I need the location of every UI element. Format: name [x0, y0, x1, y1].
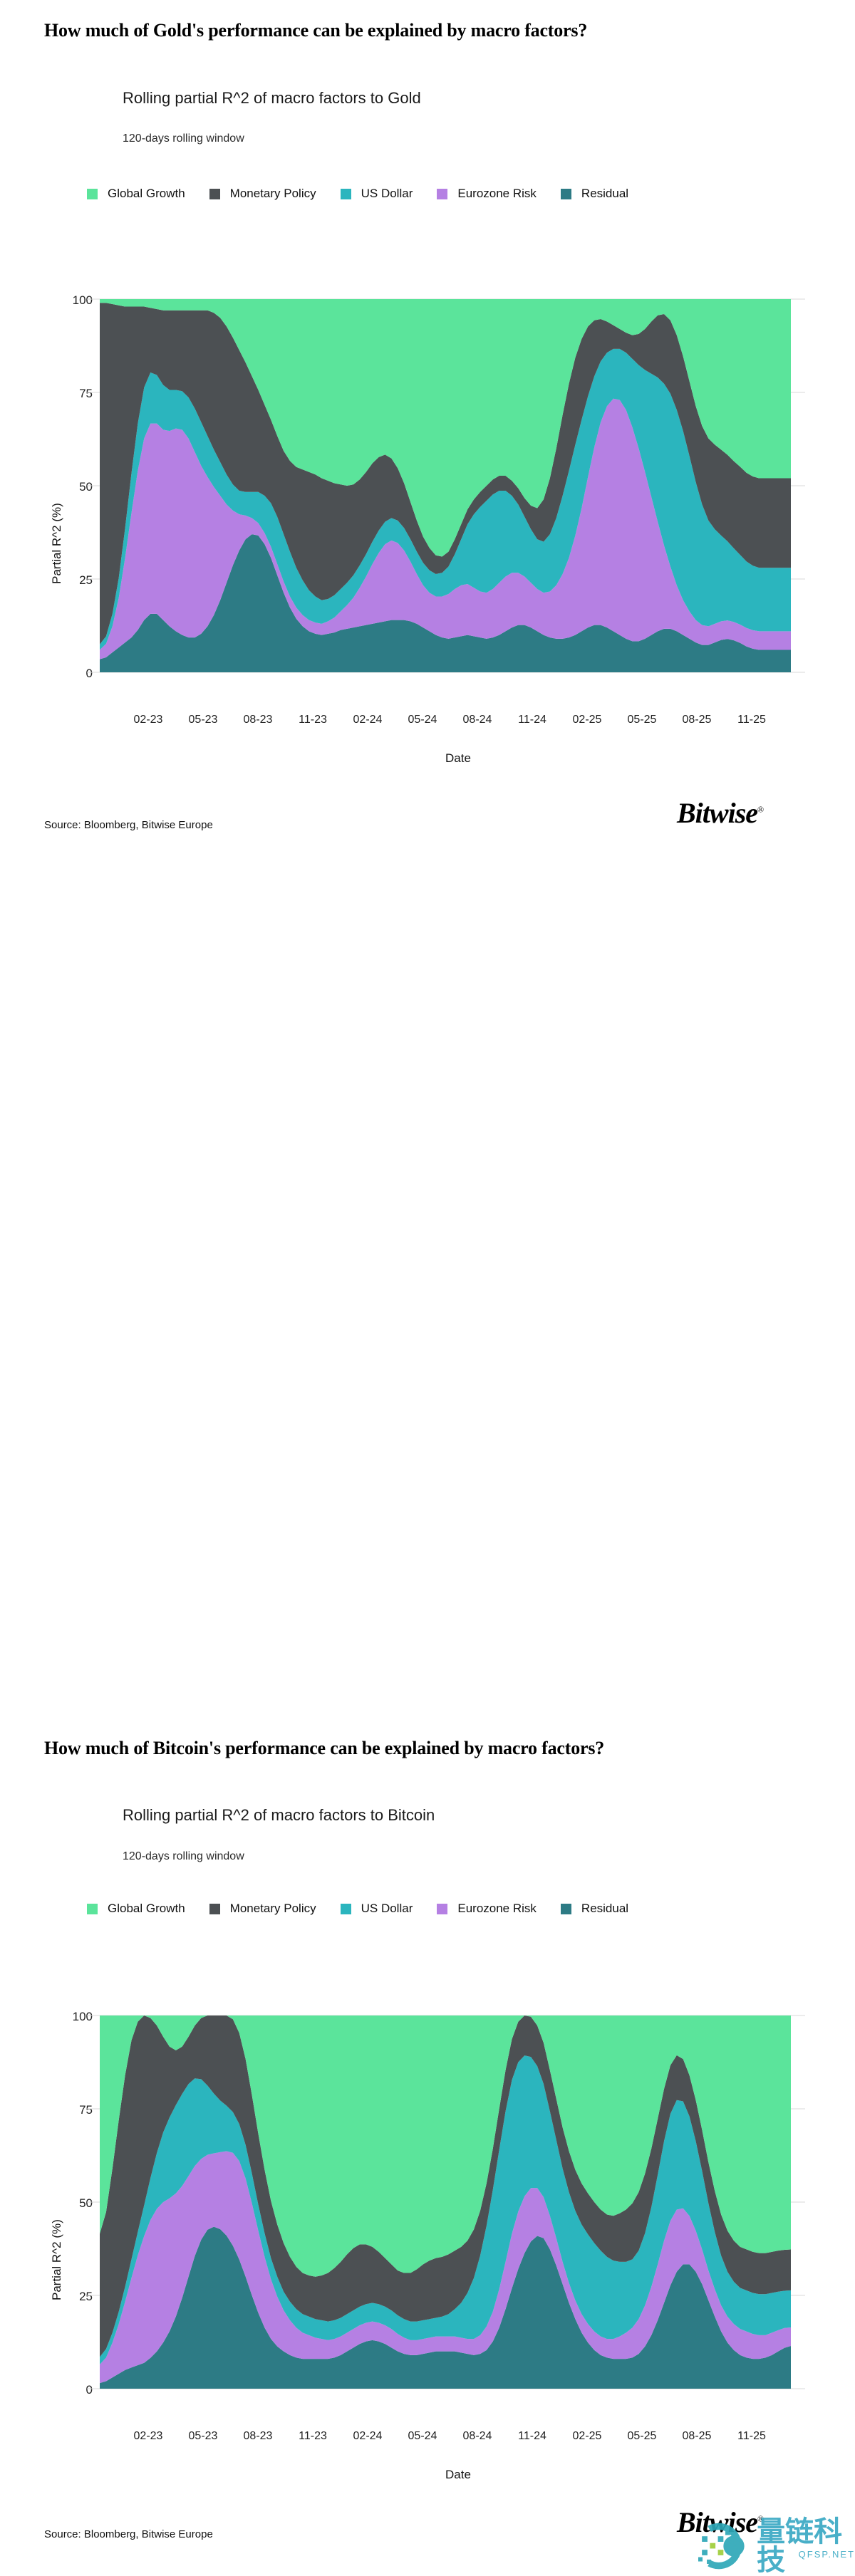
legend-swatch-eurozone-risk: [437, 188, 448, 199]
x-tick-8: 02-25: [572, 714, 602, 726]
area-series-global-growth: [100, 299, 791, 557]
legend-label-residual: Residual: [581, 187, 629, 200]
x-tick-9: 05-25: [627, 714, 657, 726]
x-tick-11: 11-25: [737, 714, 766, 726]
legend-label-global-growth: Global Growth: [108, 187, 185, 200]
gold-chart-plot: Partial R^2 (%) 100 75 50 25 0 02-23 05-…: [0, 0, 855, 765]
legend-item-monetary-policy[interactable]: Monetary Policy: [209, 187, 316, 201]
x-tick-7: 11-24: [518, 714, 546, 726]
x-tick-5-2: 05-24: [408, 2430, 437, 2442]
page-title: How much of Gold's performance can be ex…: [44, 20, 588, 41]
gold-panel: How much of Gold's performance can be ex…: [0, 0, 855, 855]
chart-subtitle: Rolling partial R^2 of macro factors to …: [123, 89, 421, 107]
legend-label-us-dollar: US Dollar: [361, 187, 413, 200]
chart-note: 120-days rolling window: [123, 132, 244, 145]
x-tick-7-2: 11-24: [518, 2430, 546, 2442]
x-tick-10-2: 08-25: [682, 2430, 712, 2442]
area-series-residual: [100, 534, 791, 672]
x-axis-title-2: Date: [445, 2468, 471, 2481]
bitcoin-chart-plot: Partial R^2 (%) 100 75 50 25 0 02-23 05-…: [0, 1716, 855, 2481]
gold-stacked-area-svg: [87, 298, 805, 673]
x-tick-3: 11-23: [299, 714, 327, 726]
x-tick-0: 02-23: [133, 714, 163, 726]
area-series-eurozone-risk: [100, 398, 791, 659]
x-tick-1-2: 05-23: [188, 2430, 218, 2442]
x-tick-3-2: 11-23: [299, 2430, 327, 2442]
legend-item-residual[interactable]: Residual: [560, 187, 629, 201]
x-tick-11-2: 11-25: [737, 2430, 766, 2442]
y-tick-100: 100: [72, 293, 93, 307]
legend-swatch-residual: [560, 188, 571, 199]
y-tick-50: 50: [79, 480, 93, 494]
x-tick-8-2: 02-25: [572, 2430, 602, 2442]
legend-swatch-global-growth: [87, 188, 98, 199]
legend-item-us-dollar[interactable]: US Dollar: [340, 187, 413, 201]
legend-item-eurozone-risk[interactable]: Eurozone Risk: [437, 187, 537, 201]
x-tick-2: 08-23: [243, 714, 273, 726]
x-tick-9-2: 05-25: [627, 2430, 657, 2442]
source-note: Source: Bloomberg, Bitwise Europe: [44, 819, 213, 831]
qfsp-watermark-text: 量链科技: [757, 2515, 843, 2576]
x-tick-4: 02-24: [353, 714, 383, 726]
x-tick-10: 08-25: [682, 714, 712, 726]
qfsp-logo-icon: [698, 2523, 745, 2570]
legend-swatch-us-dollar: [340, 188, 351, 199]
area-series-monetary-policy: [100, 303, 791, 645]
x-tick-4-2: 02-24: [353, 2430, 383, 2442]
registered-mark-icon: ®: [757, 804, 764, 815]
y-tick-0: 0: [86, 667, 93, 680]
bitcoin-panel: How much of Bitcoin's performance can be…: [0, 855, 855, 2575]
y-tick-75: 75: [79, 387, 93, 400]
x-tick-6-2: 08-24: [462, 2430, 492, 2442]
legend-item-global-growth[interactable]: Global Growth: [87, 187, 185, 201]
area-series-us-dollar: [100, 348, 791, 650]
x-tick-0-2: 02-23: [133, 2430, 163, 2442]
chart-legend: Global Growth Monetary Policy US Dollar …: [87, 187, 653, 201]
legend-label-eurozone-risk: Eurozone Risk: [457, 187, 537, 200]
qfsp-watermark: 量链科技 QFSP.NET: [698, 2518, 855, 2575]
x-tick-1: 05-23: [188, 714, 218, 726]
bitcoin-stacked-area-svg: [87, 2015, 805, 2389]
x-tick-5: 05-24: [408, 714, 437, 726]
legend-swatch-monetary-policy: [209, 188, 220, 199]
source-note-2: Source: Bloomberg, Bitwise Europe: [44, 2528, 213, 2540]
x-axis-title: Date: [445, 751, 471, 765]
x-tick-2-2: 08-23: [243, 2430, 273, 2442]
legend-label-monetary-policy: Monetary Policy: [229, 187, 316, 200]
bitwise-logo: Bitwise®: [677, 796, 764, 830]
qfsp-watermark-sub: QFSP.NET: [798, 2549, 855, 2560]
bitwise-wordmark: Bitwise: [677, 797, 758, 829]
y-tick-25: 25: [79, 573, 93, 587]
x-tick-6: 08-24: [462, 714, 492, 726]
